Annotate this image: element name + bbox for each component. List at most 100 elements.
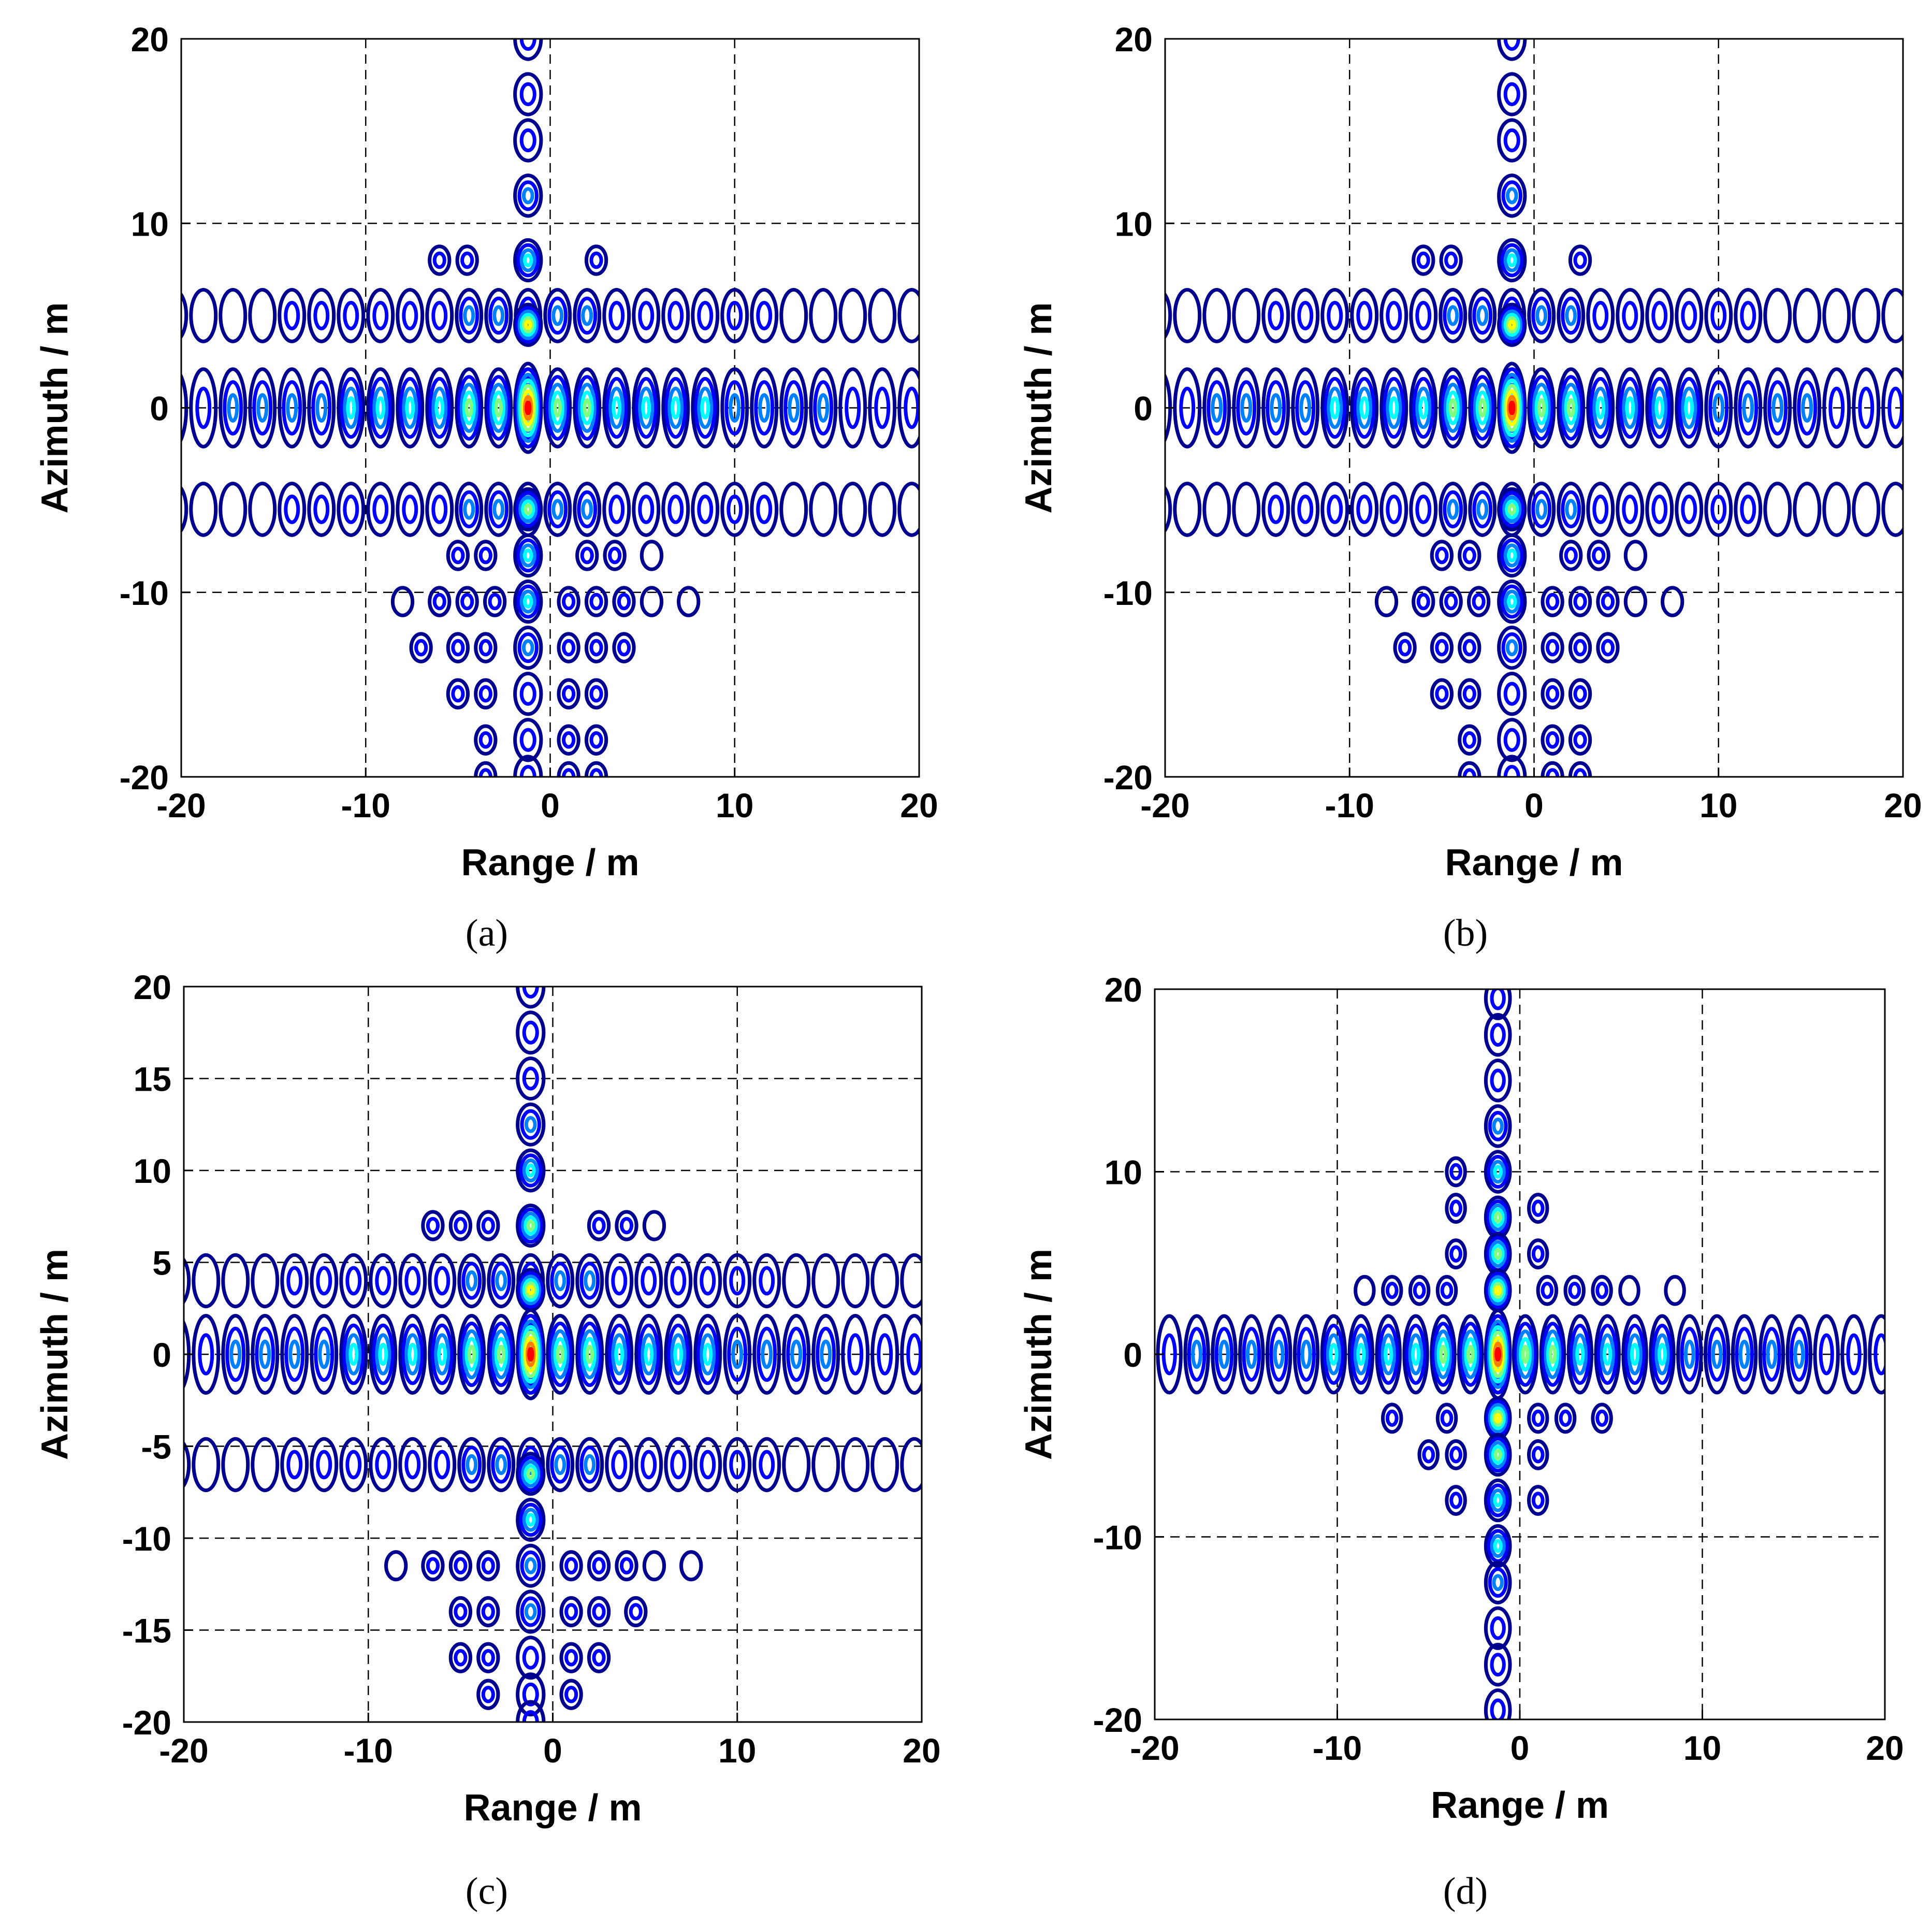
range-lobe-level-2 xyxy=(1441,375,1465,441)
range-lobe-level-3 xyxy=(1622,386,1638,429)
side-lobe-level-1 xyxy=(1458,724,1481,756)
caption-c: (c) xyxy=(465,1870,509,1913)
azimuth-lobe-level-2 xyxy=(1487,1154,1509,1189)
range-lobe-level-2 xyxy=(548,1321,572,1387)
azimuth-lobe-level-2 xyxy=(518,1271,544,1309)
range-lobe-level-3 xyxy=(667,386,684,429)
side-lobe-level-2 xyxy=(1462,685,1476,703)
range-lobe-level-1 xyxy=(1557,482,1586,537)
range-lobe-level-1 xyxy=(337,482,366,537)
side-lobe-level-2 xyxy=(592,1217,606,1235)
side-lobe-level-2 xyxy=(608,546,622,565)
x-tick-label: 10 xyxy=(716,786,753,824)
range-lobe-level-4 xyxy=(1418,396,1429,419)
side-lobe-level-2 xyxy=(454,1603,468,1621)
side-lobe-level-1 xyxy=(476,1596,500,1628)
y-tick-label: 0 xyxy=(150,389,169,428)
range-lobe-level-2 xyxy=(1678,377,1701,439)
range-lobe-level-2 xyxy=(1846,1333,1862,1376)
side-lobe-level-1 xyxy=(428,586,452,617)
x-tick-label: 20 xyxy=(903,1731,940,1770)
side-lobe-level-1 xyxy=(1445,1193,1467,1224)
range-lobe-level-2 xyxy=(724,380,745,436)
range-lobe-level-2 xyxy=(372,300,389,330)
side-lobe-level-1 xyxy=(1408,1275,1431,1306)
side-lobe-level-1 xyxy=(1458,678,1481,710)
range-lobe-level-1 xyxy=(838,482,867,537)
range-lobe-level-2 xyxy=(1681,495,1697,524)
azimuth-lobe-level-5 xyxy=(524,503,533,515)
range-lobe-level-1 xyxy=(339,1313,368,1395)
azimuth-lobe-level-3 xyxy=(1489,1203,1507,1232)
azimuth-lobe-level-2 xyxy=(519,682,536,706)
azimuth-lobe-level-1 xyxy=(1484,1606,1512,1651)
range-lobe-level-2 xyxy=(402,300,418,330)
range-lobe-level-1 xyxy=(1852,367,1881,449)
range-lobe-level-2 xyxy=(1740,300,1756,330)
azimuth-lobe-level-3 xyxy=(524,1116,537,1133)
azimuth-lobe-level-3 xyxy=(518,495,538,524)
range-lobe-level-2 xyxy=(1542,1322,1564,1387)
range-lobe-level-2 xyxy=(727,300,743,330)
range-lobe-level-1 xyxy=(720,288,749,343)
side-lobe-level-1 xyxy=(559,1550,583,1582)
range-lobe-level-1 xyxy=(425,482,454,537)
side-lobe-level-1 xyxy=(474,540,498,571)
range-lobe-level-2 xyxy=(904,386,919,429)
range-lobe-level-2 xyxy=(667,1323,690,1385)
side-lobe-level-1 xyxy=(584,586,608,617)
azimuth-lobe-level-4 xyxy=(524,1464,538,1484)
range-lobe-level-2 xyxy=(608,1323,631,1385)
range-lobe-level-2 xyxy=(342,1323,365,1385)
range-lobe-level-1 xyxy=(1439,367,1468,449)
azimuth-lobe-level-1 xyxy=(1497,755,1527,777)
range-lobe-level-1 xyxy=(779,288,808,343)
range-lobe-level-2 xyxy=(754,380,775,436)
y-tick-label: 20 xyxy=(134,968,171,1006)
range-lobe-level-1 xyxy=(1675,482,1704,537)
range-lobe-level-1 xyxy=(398,1253,427,1309)
side-lobe-level-2 xyxy=(1462,731,1476,749)
range-lobe-level-1 xyxy=(1813,1314,1840,1395)
azimuth-lobe-level-3 xyxy=(1503,248,1520,272)
range-lobe-level-2 xyxy=(729,1266,746,1296)
side-lobe-level-2 xyxy=(1546,685,1560,703)
side-lobe-level-1 xyxy=(448,1550,473,1582)
range-lobe-level-1 xyxy=(396,367,425,449)
range-lobe-level-2 xyxy=(1268,495,1284,524)
range-lobe-level-2 xyxy=(1266,380,1286,436)
range-lobe-level-2 xyxy=(727,1326,748,1382)
azimuth-lobe-level-1 xyxy=(513,533,543,578)
side-lobe-level-1 xyxy=(557,678,580,710)
side-lobe-level-1 xyxy=(640,586,664,617)
range-lobe-level-3 xyxy=(491,1329,511,1380)
azimuth-lobe-level-1 xyxy=(513,755,543,777)
side-lobe-level-1 xyxy=(1527,1402,1549,1434)
side-lobe-level-1 xyxy=(455,244,479,276)
side-lobe-level-2 xyxy=(592,1648,606,1667)
range-lobe-level-1 xyxy=(1402,1314,1429,1395)
azimuth-lobe-level-4 xyxy=(1493,1539,1503,1553)
azimuth-lobe-level-1 xyxy=(1484,1012,1512,1057)
azimuth-lobe-level-1 xyxy=(1497,487,1527,532)
range-lobe-level-4 xyxy=(1684,396,1694,419)
side-lobe-level-1 xyxy=(1541,678,1564,710)
y-tick-label: 10 xyxy=(131,205,169,243)
range-lobe-level-2 xyxy=(1858,386,1875,429)
range-lobe-level-2 xyxy=(313,300,330,330)
side-lobe-level-1 xyxy=(1466,586,1491,617)
panel-a: -20 -10 0 10 20 -20 -10 0 10 20 Range / m Azimuth /… xyxy=(0,0,974,932)
range-lobe-level-2 xyxy=(457,375,481,441)
range-lobe-level-2 xyxy=(786,1326,807,1382)
range-lobe-level-1 xyxy=(189,367,218,449)
azimuth-lobe-level-3 xyxy=(1502,495,1522,524)
azimuth-lobe-level-2 xyxy=(519,1502,543,1537)
azimuth-lobe-level-2 xyxy=(1490,989,1506,1010)
side-lobe-level-2 xyxy=(589,685,603,703)
side-lobe-level-2 xyxy=(1568,1281,1581,1299)
range-lobe-level-2 xyxy=(1297,300,1314,330)
range-lobe-level-2 xyxy=(1873,1333,1885,1376)
range-lobe-level-2 xyxy=(181,399,182,417)
range-lobe-level-2 xyxy=(1919,388,1931,427)
range-lobe-level-1 xyxy=(897,367,919,449)
